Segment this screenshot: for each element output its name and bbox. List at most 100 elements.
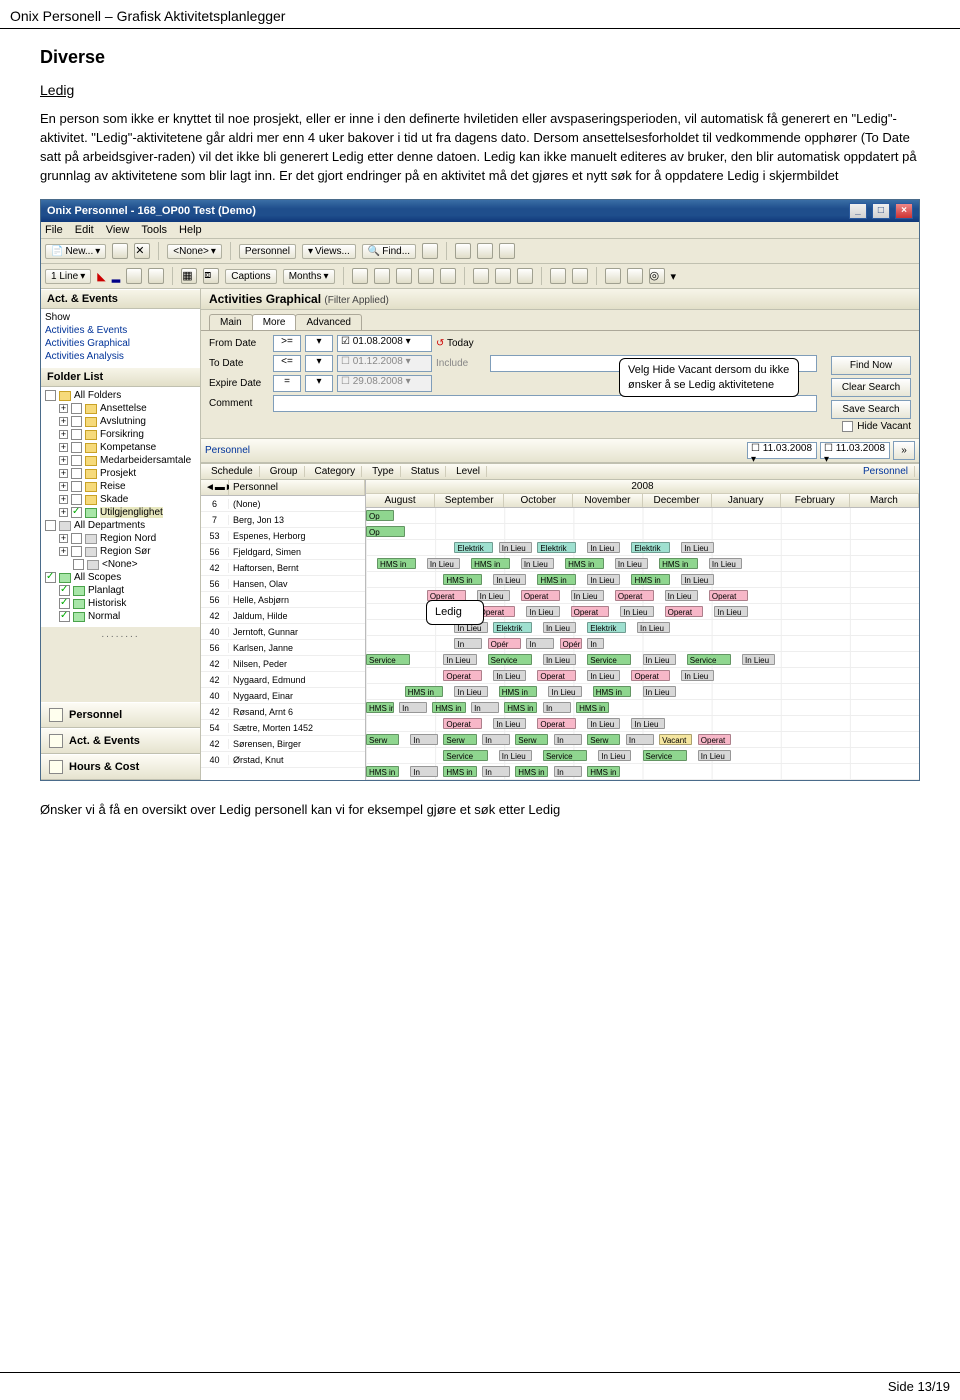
col-group[interactable]: Group [264, 466, 305, 477]
toolbar-icon[interactable] [477, 243, 493, 259]
toolbar-icon[interactable] [374, 268, 390, 284]
tree-item[interactable]: +Prosjekt [45, 467, 198, 480]
tree-item[interactable]: +Medarbeidersamtale [45, 454, 198, 467]
tree-item[interactable]: <None> [45, 558, 198, 571]
minimize-button[interactable]: _ [849, 203, 867, 219]
activity-bar[interactable]: Service [587, 654, 631, 665]
activity-bar[interactable]: In Lieu [665, 590, 698, 601]
gantt-name-row[interactable]: 56Karlsen, Janne [201, 640, 365, 656]
activity-bar[interactable]: Operat [698, 734, 731, 745]
col-type[interactable]: Type [366, 466, 401, 477]
gantt-name-row[interactable]: 42Jaldum, Hilde [201, 608, 365, 624]
activity-bar[interactable]: In Lieu [742, 654, 775, 665]
activity-bar[interactable]: Serw [443, 734, 476, 745]
gantt-name-row[interactable]: 40Nygaard, Einar [201, 688, 365, 704]
activity-bar[interactable]: In Lieu [526, 606, 559, 617]
activity-bar[interactable]: Operat [443, 718, 482, 729]
activity-bar[interactable]: Serw [587, 734, 620, 745]
personnel-dropdown[interactable]: Personnel [239, 244, 296, 259]
activity-bar[interactable]: HMS in [659, 558, 698, 569]
toolbar-icon[interactable] [396, 268, 412, 284]
gantt-name-row[interactable]: 42Nilsen, Peder [201, 656, 365, 672]
tree-root[interactable]: All Scopes [45, 571, 198, 584]
col-status[interactable]: Status [405, 466, 446, 477]
maximize-button[interactable]: □ [872, 203, 890, 219]
to-op-dd[interactable]: ▾ [305, 355, 333, 372]
activity-bar[interactable]: In Lieu [714, 606, 747, 617]
toolbar-icon[interactable] [517, 268, 533, 284]
gantt-name-row[interactable]: 54Sætre, Morten 1452 [201, 720, 365, 736]
toolbar-icon[interactable] [495, 268, 511, 284]
activity-bar[interactable]: HMS in [504, 702, 537, 713]
find-button[interactable]: 🔍 Find... [362, 244, 416, 259]
gantt-name-row[interactable]: 7Berg, Jon 13 [201, 512, 365, 528]
activity-bar[interactable]: Elektrik [537, 542, 576, 553]
date-nav-1[interactable]: ☐ 11.03.2008 ▾ [747, 442, 817, 459]
activity-bar[interactable]: Vacant [659, 734, 692, 745]
activity-bar[interactable]: HMS in [515, 766, 548, 777]
gantt-name-row[interactable]: 40Jerntoft, Gunnar [201, 624, 365, 640]
tree-item[interactable]: +Utilgjenglighet [45, 506, 198, 519]
activity-bar[interactable]: Operat [631, 670, 670, 681]
activity-bar[interactable]: In Lieu [548, 686, 581, 697]
to-op[interactable]: <= [273, 355, 301, 372]
activity-bar[interactable]: In Lieu [454, 686, 487, 697]
activity-bar[interactable]: In [482, 766, 510, 777]
tree-item[interactable]: +Region Nord [45, 532, 198, 545]
menu-view[interactable]: View [106, 224, 130, 236]
tree-item[interactable]: +Forsikring [45, 428, 198, 441]
toolbar-icon[interactable] [455, 243, 471, 259]
gantt-name-row[interactable]: 42Nygaard, Edmund [201, 672, 365, 688]
activity-bar[interactable]: Serw [515, 734, 548, 745]
toolbar-icon[interactable] [627, 268, 643, 284]
activity-bar[interactable]: Service [443, 750, 487, 761]
from-date-input[interactable]: ☑ 01.08.2008 ▾ [337, 335, 432, 352]
gantt-name-row[interactable]: 56Helle, Asbjørn [201, 592, 365, 608]
activity-bar[interactable]: In Lieu [499, 542, 532, 553]
from-op-dd[interactable]: ▾ [305, 335, 333, 352]
activity-bar[interactable]: HMS in [471, 558, 510, 569]
activity-bar[interactable]: In Lieu [681, 574, 714, 585]
find-now-button[interactable]: Find Now [831, 356, 911, 375]
activity-bar[interactable]: In [626, 734, 654, 745]
gantt-name-row[interactable]: 42Haftorsen, Bernt [201, 560, 365, 576]
toolbar-icon[interactable] [572, 268, 588, 284]
activity-bar[interactable]: Elektrik [454, 542, 493, 553]
captions-button[interactable]: Captions [225, 269, 276, 284]
line-dropdown[interactable]: 1 Line ▾ [45, 269, 91, 284]
activity-bar[interactable]: Operat [521, 590, 560, 601]
tree-item[interactable]: +Skade [45, 493, 198, 506]
today-link[interactable]: ↺ Today [436, 338, 486, 349]
activity-bar[interactable]: In Lieu [493, 670, 526, 681]
activity-bar[interactable]: In Lieu [681, 542, 714, 553]
activity-bar[interactable]: Elektrik [493, 622, 532, 633]
activity-bar[interactable]: In Lieu [571, 590, 604, 601]
toolbar-icon[interactable] [352, 268, 368, 284]
tree-item[interactable]: Normal [45, 610, 198, 623]
new-button[interactable]: 📄 New... ▾ [45, 244, 106, 259]
hide-vacant-checkbox[interactable] [842, 421, 853, 432]
activity-bar[interactable]: In Lieu [499, 750, 532, 761]
activity-bar[interactable]: HMS in [587, 766, 620, 777]
activity-bar[interactable]: In Lieu [521, 558, 554, 569]
toolbar-icon[interactable] [605, 268, 621, 284]
activity-bar[interactable]: Op [366, 510, 394, 521]
activity-bar[interactable]: In Lieu [698, 750, 731, 761]
comment-input[interactable] [273, 395, 817, 412]
toolbar-icon[interactable]: ▦ [181, 268, 197, 284]
activity-bar[interactable]: In Lieu [709, 558, 742, 569]
clear-search-button[interactable]: Clear Search [831, 378, 911, 397]
tab-main[interactable]: Main [209, 314, 253, 330]
activity-bar[interactable]: In [554, 734, 582, 745]
expire-input[interactable]: ☐ 29.08.2008 ▾ [337, 375, 432, 392]
col-personnel[interactable]: Personnel [857, 466, 915, 477]
none-dropdown[interactable]: <None> ▾ [167, 244, 222, 259]
activity-bar[interactable]: In Lieu [587, 574, 620, 585]
toolbar-icon[interactable] [550, 268, 566, 284]
activity-bar[interactable]: HMS in [565, 558, 604, 569]
activity-bar[interactable]: Operat [537, 718, 576, 729]
col-level[interactable]: Level [450, 466, 487, 477]
activity-bar[interactable]: In Lieu [543, 622, 576, 633]
views-dropdown[interactable]: ▾ Views... [302, 244, 356, 259]
toolbar-delete-icon[interactable]: ✕ [134, 243, 150, 259]
